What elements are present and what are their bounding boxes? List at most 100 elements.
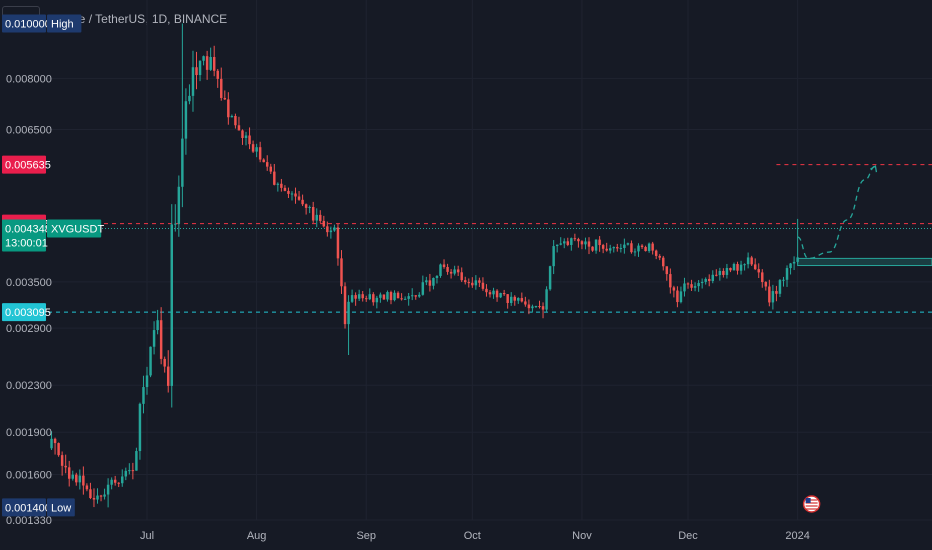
candle[interactable]: [570, 237, 573, 251]
candle[interactable]: [220, 67, 223, 101]
candle[interactable]: [531, 304, 534, 313]
candle[interactable]: [647, 242, 651, 253]
candle[interactable]: [333, 224, 336, 232]
candle[interactable]: [223, 90, 227, 100]
candle[interactable]: [732, 262, 736, 271]
candle[interactable]: [718, 267, 722, 281]
candles[interactable]: [50, 23, 799, 508]
candle[interactable]: [205, 50, 209, 80]
candle[interactable]: [265, 155, 269, 171]
candle[interactable]: [669, 268, 672, 294]
candle[interactable]: [128, 463, 131, 475]
candle[interactable]: [163, 356, 166, 373]
candle[interactable]: [460, 267, 463, 283]
candle[interactable]: [365, 295, 368, 302]
candle[interactable]: [541, 302, 545, 319]
candle[interactable]: [297, 191, 301, 201]
candle[interactable]: [662, 255, 665, 271]
candle[interactable]: [481, 277, 485, 291]
candle[interactable]: [478, 277, 481, 288]
candle[interactable]: [99, 494, 103, 502]
candle[interactable]: [623, 238, 626, 254]
us-flag-event-icon[interactable]: [802, 495, 821, 513]
candle[interactable]: [50, 431, 53, 450]
candle[interactable]: [216, 68, 219, 88]
candle[interactable]: [96, 488, 99, 504]
candle[interactable]: [527, 299, 531, 315]
candle[interactable]: [82, 466, 85, 495]
candle[interactable]: [170, 204, 173, 408]
candle[interactable]: [343, 282, 347, 329]
candle[interactable]: [573, 233, 577, 242]
candle[interactable]: [241, 129, 244, 145]
candle[interactable]: [357, 289, 361, 302]
candle[interactable]: [124, 467, 128, 481]
candle[interactable]: [672, 285, 676, 298]
candle[interactable]: [552, 240, 555, 275]
candle[interactable]: [428, 273, 432, 292]
candle[interactable]: [244, 131, 248, 146]
candle[interactable]: [71, 470, 74, 481]
candle[interactable]: [601, 243, 605, 254]
candle[interactable]: [658, 254, 661, 261]
candle[interactable]: [789, 262, 792, 275]
candle[interactable]: [403, 296, 407, 300]
candle[interactable]: [439, 263, 442, 278]
candle[interactable]: [471, 277, 474, 288]
candle[interactable]: [594, 239, 598, 254]
candle[interactable]: [630, 240, 633, 254]
candle[interactable]: [425, 276, 428, 286]
candle[interactable]: [67, 460, 71, 487]
candle[interactable]: [739, 260, 743, 275]
candle[interactable]: [375, 295, 379, 309]
candle[interactable]: [410, 288, 414, 301]
candle[interactable]: [113, 475, 117, 486]
candle[interactable]: [131, 462, 135, 480]
candle[interactable]: [785, 265, 789, 287]
candle[interactable]: [329, 226, 333, 239]
candle[interactable]: [372, 292, 375, 306]
candle[interactable]: [181, 23, 184, 208]
candle[interactable]: [715, 269, 718, 277]
candle[interactable]: [626, 242, 630, 246]
candle[interactable]: [319, 210, 322, 223]
candle[interactable]: [149, 346, 152, 378]
candle[interactable]: [202, 55, 205, 66]
candle[interactable]: [509, 292, 513, 306]
candle[interactable]: [598, 236, 601, 252]
candle[interactable]: [768, 279, 771, 307]
candle[interactable]: [393, 290, 396, 302]
candle[interactable]: [746, 252, 750, 269]
candle[interactable]: [506, 293, 509, 309]
candle[interactable]: [697, 280, 700, 292]
candle[interactable]: [775, 285, 778, 302]
candle[interactable]: [485, 284, 488, 297]
candle[interactable]: [117, 482, 120, 488]
candle[interactable]: [301, 194, 304, 207]
candle[interactable]: [177, 175, 181, 237]
candle[interactable]: [563, 238, 566, 249]
candle[interactable]: [453, 265, 456, 276]
candle[interactable]: [255, 143, 258, 158]
candle[interactable]: [75, 472, 78, 486]
candle[interactable]: [322, 215, 326, 228]
event-markers[interactable]: [802, 495, 821, 513]
candle[interactable]: [495, 289, 499, 302]
candle[interactable]: [311, 201, 315, 223]
candle[interactable]: [796, 218, 799, 264]
candle[interactable]: [92, 488, 96, 508]
candle[interactable]: [566, 237, 570, 247]
candle[interactable]: [156, 309, 159, 335]
candle[interactable]: [336, 223, 340, 266]
candle[interactable]: [382, 294, 386, 300]
candle[interactable]: [690, 279, 693, 291]
candle[interactable]: [555, 244, 559, 253]
candle[interactable]: [53, 437, 57, 455]
candle[interactable]: [386, 290, 389, 302]
candle[interactable]: [315, 208, 318, 228]
candle[interactable]: [467, 278, 471, 288]
candle[interactable]: [269, 163, 273, 175]
candle[interactable]: [722, 268, 725, 278]
